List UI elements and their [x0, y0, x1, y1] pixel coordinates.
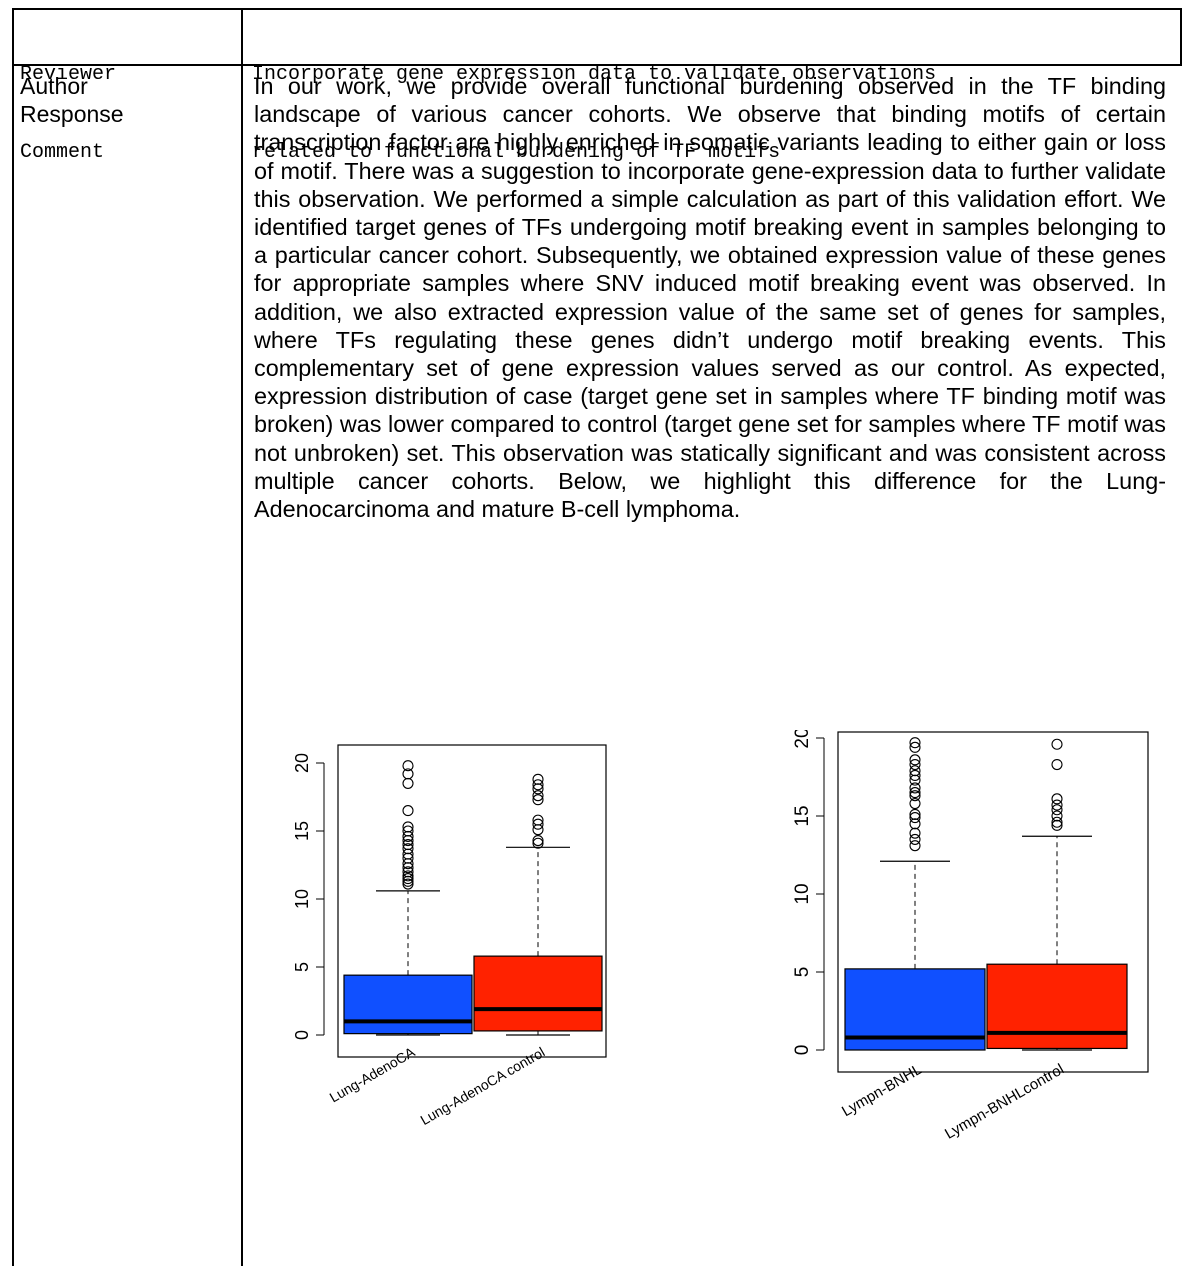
boxplot-lung-adenoca: 0 5 10 15 20 Lung-AdenoCA Lung-AdenoCA contro…	[292, 744, 607, 1128]
outlier-point	[532, 814, 544, 826]
outlier-point	[909, 765, 921, 777]
y-tick-label: 10	[292, 889, 312, 909]
outlier-point	[532, 773, 544, 785]
outlier-point	[1051, 793, 1063, 805]
y-tick-label: 0	[292, 1030, 312, 1040]
y-tick-label: 20	[292, 753, 312, 773]
outlier-point	[1051, 804, 1063, 816]
outlier-point	[909, 741, 921, 753]
y-tick-label: 20	[792, 730, 813, 749]
outlier-point	[1051, 819, 1063, 831]
row-divider	[12, 64, 1182, 66]
outlier-point	[909, 818, 921, 830]
outlier-point	[532, 818, 544, 830]
y-tick-label: 10	[792, 883, 813, 904]
outlier-point	[402, 825, 414, 837]
outlier-point	[909, 774, 921, 786]
outlier-point	[1051, 810, 1063, 822]
y-tick-label: 15	[792, 805, 813, 826]
outlier-point	[532, 779, 544, 791]
outlier-point	[402, 870, 414, 882]
outlier-point	[909, 787, 921, 799]
outlier-point	[1051, 799, 1063, 811]
box	[473, 955, 603, 1032]
x-tick-label: Lung-AdenoCA control	[417, 1044, 547, 1128]
reviewer-comment-label: Reviewer Comment	[20, 63, 117, 164]
x-tick-label: Lympn-BNHLcontrol	[942, 1061, 1067, 1143]
outlier-point	[402, 805, 414, 817]
column-divider	[241, 8, 243, 1266]
outlier-point	[532, 794, 544, 806]
outlier-point	[402, 873, 414, 885]
y-tick-label: 5	[792, 967, 813, 978]
outlier-point	[909, 840, 921, 852]
outlier-point	[909, 833, 921, 845]
outlier-point	[532, 834, 544, 847]
outlier-point	[909, 808, 921, 820]
outlier-point	[909, 812, 921, 824]
outlier-point	[909, 782, 921, 794]
author-response-text: In our work, we provide overall function…	[254, 73, 1166, 523]
outlier-point	[402, 821, 414, 833]
outlier-point	[909, 827, 921, 839]
table-top-border	[12, 8, 1182, 10]
y-tick-label: 5	[292, 962, 312, 972]
outlier-point	[1051, 758, 1063, 771]
outlier-point	[532, 790, 544, 802]
box	[343, 974, 473, 1035]
x-tick-label: Lung-AdenoCA	[327, 1043, 418, 1105]
author-response-label: Author Response	[20, 73, 124, 127]
outlier-point	[1051, 738, 1063, 750]
box	[986, 963, 1128, 1050]
x-tick-label: Lympn-BNHL	[839, 1061, 925, 1120]
plot-frame	[337, 744, 607, 1058]
y-tick-label: 0	[792, 1045, 813, 1056]
table-right-border	[1180, 8, 1182, 66]
outlier-point	[909, 769, 921, 781]
table-left-border	[12, 8, 14, 1266]
reviewer-comment-text: Incorporate gene expression data to vali…	[252, 63, 937, 164]
outlier-point	[909, 758, 921, 771]
outlier-point	[402, 878, 414, 890]
y-tick-label: 15	[292, 821, 312, 841]
outlier-point	[909, 737, 921, 749]
outlier-point	[402, 760, 414, 772]
outlier-point	[909, 797, 921, 810]
plot-frame	[837, 731, 1149, 1073]
review-table: Reviewer Comment Incorporate gene expres…	[12, 8, 1182, 1266]
outlier-point	[532, 837, 544, 849]
boxplot-lympn-bnhl: 0 5 10 15 20 Lympn-BNHL Lympn-BNHLcontrol	[792, 730, 1149, 1143]
outlier-point	[1051, 816, 1063, 828]
outlier-point	[402, 866, 414, 878]
outlier-point	[402, 777, 414, 789]
outlier-point	[402, 839, 414, 851]
outlier-point	[402, 843, 414, 855]
outlier-point	[909, 790, 921, 802]
outlier-point	[402, 768, 414, 780]
outlier-point	[909, 754, 921, 766]
